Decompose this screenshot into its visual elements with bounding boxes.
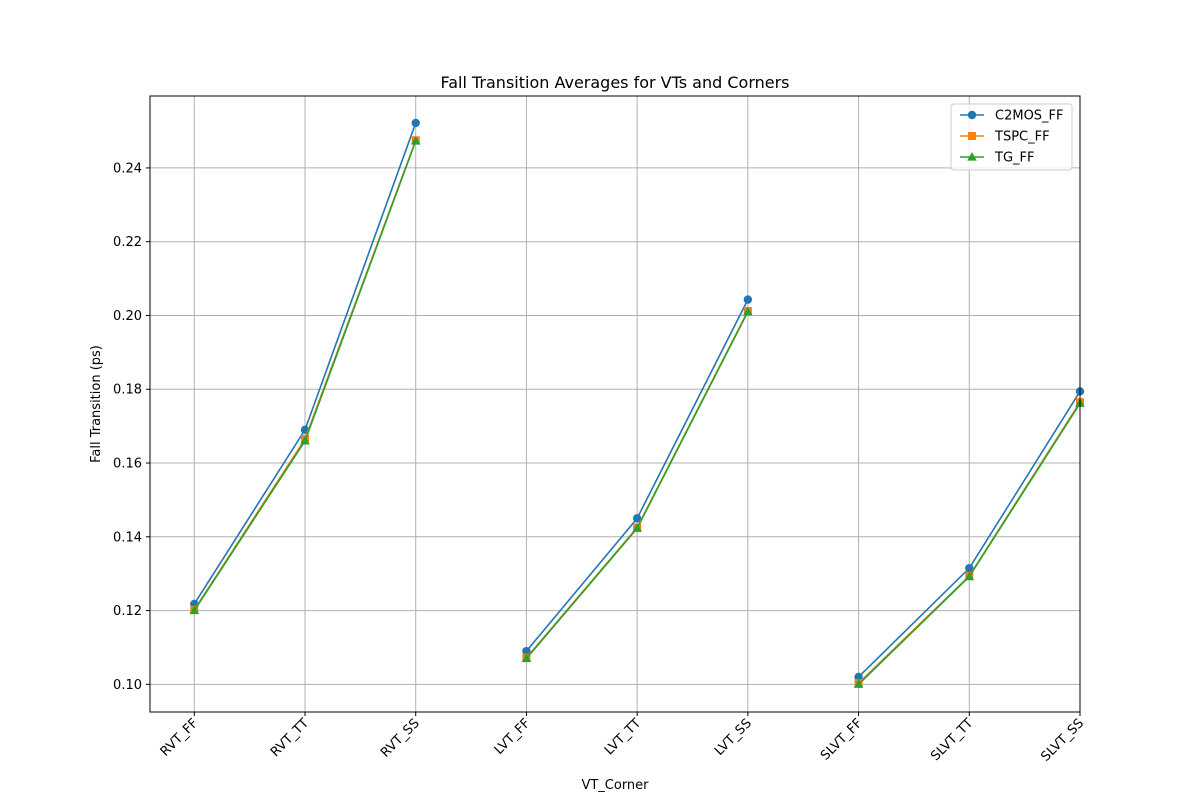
x-tick-label: LVT_FF — [492, 716, 534, 758]
data-point — [964, 571, 975, 581]
x-tick-label: RVT_FF — [158, 716, 202, 760]
legend-label: TSPC_FF — [994, 130, 1050, 145]
data-point — [743, 306, 753, 316]
y-tick-label: 0.22 — [113, 235, 142, 250]
x-axis-label: VT_Corner — [581, 778, 649, 793]
legend-label: C2MOS_FF — [995, 109, 1064, 124]
chart-title: Fall Transition Averages for VTs and Cor… — [440, 73, 789, 92]
data-point — [189, 605, 200, 615]
x-axis: RVT_FF RVT_TT RVT_SS LVT_FF LVT_TT LVT_SS SLVT… — [158, 712, 1087, 765]
x-tick-label: RVT_TT — [268, 716, 312, 760]
data-point — [854, 672, 863, 682]
data-point — [965, 563, 974, 573]
data-point — [521, 653, 532, 663]
series-c2mos-ff — [190, 118, 1085, 682]
plot-area-frame — [149, 95, 1081, 713]
x-tick-label: SLVT_FF — [818, 716, 866, 764]
legend: C2MOS_FF TSPC_FF TG_FF — [950, 103, 1073, 171]
data-point — [743, 295, 753, 304]
data-point — [632, 514, 642, 523]
y-tick-label: 0.16 — [113, 457, 142, 472]
y-tick-label: 0.10 — [113, 678, 142, 693]
x-tick-label: RVT_SS — [378, 716, 423, 761]
legend-label: TG_FF — [994, 151, 1034, 166]
y-tick-label: 0.12 — [113, 604, 142, 619]
data-point — [411, 118, 420, 128]
x-tick-label: SLVT_SS — [1038, 716, 1087, 765]
y-tick-label: 0.14 — [113, 530, 142, 545]
data-point — [300, 435, 310, 445]
y-axis: 0.10 0.12 0.14 0.16 0.18 0.20 0.22 0.24 — [113, 161, 150, 693]
y-tick-label: 0.20 — [113, 309, 142, 324]
legend-frame — [950, 103, 1073, 171]
y-tick-label: 0.24 — [113, 161, 142, 176]
series-tg-ff — [189, 136, 1085, 688]
grid — [150, 96, 1081, 712]
y-axis-label: Fall Transition (ps) — [89, 345, 104, 463]
y-tick-label: 0.18 — [113, 383, 142, 398]
legend-marker — [968, 132, 976, 140]
data-point — [410, 136, 421, 145]
data-point — [853, 679, 864, 688]
data-point — [632, 523, 642, 532]
legend-marker — [967, 110, 977, 120]
x-tick-label: LVT_TT — [602, 716, 644, 758]
x-tick-label: LVT_SS — [712, 716, 755, 759]
legend-marker — [967, 152, 977, 161]
data-point — [522, 646, 531, 656]
x-tick-label: SLVT_TT — [928, 716, 976, 764]
